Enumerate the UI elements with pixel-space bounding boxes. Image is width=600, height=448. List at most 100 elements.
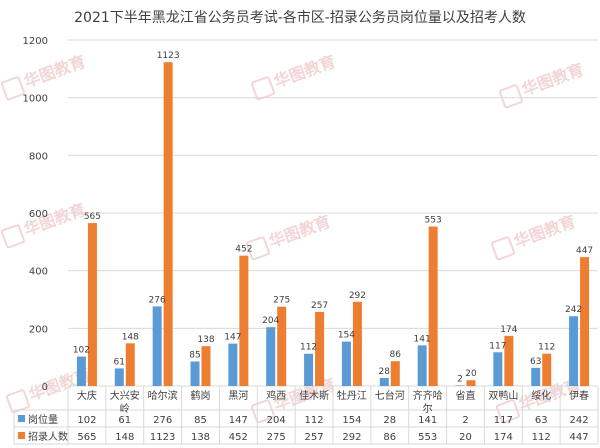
- data-label: 154: [338, 331, 355, 341]
- data-label: 138: [197, 335, 214, 345]
- bar-positions: [228, 343, 238, 386]
- data-label: 1123: [157, 51, 180, 61]
- data-label: 147: [224, 333, 241, 343]
- legend-swatch: [18, 432, 25, 439]
- bar-recruits: [352, 301, 362, 386]
- legend-swatch: [18, 415, 25, 422]
- table-cell: 1123: [150, 432, 175, 443]
- bar-positions: [417, 345, 427, 386]
- table-cell: 276: [153, 415, 172, 426]
- x-tick-label: 黑河: [228, 390, 248, 402]
- x-tick-label: 伊春: [569, 390, 589, 402]
- y-tick-label: 200: [29, 324, 48, 335]
- bar-positions: [304, 353, 314, 386]
- table-cell: 85: [194, 415, 207, 426]
- data-label: 2: [457, 374, 463, 384]
- table-cell: 63: [535, 415, 548, 426]
- data-label: 141: [414, 334, 431, 344]
- table-cell: 154: [342, 415, 361, 426]
- data-label: 174: [500, 325, 517, 335]
- table-cell: 20: [459, 432, 472, 443]
- data-label: 204: [262, 316, 279, 326]
- x-tick-label: 七台河: [375, 389, 405, 402]
- table-cell: 141: [418, 415, 437, 426]
- data-label: 86: [390, 350, 402, 360]
- x-tick-label-line: 尔: [423, 402, 433, 415]
- bar-positions: [569, 316, 579, 386]
- x-tick-label: 牡丹江: [337, 389, 367, 402]
- y-tick-label: 600: [29, 209, 48, 220]
- bar-recruits: [315, 311, 325, 386]
- bar-recruits: [201, 346, 211, 386]
- bar-positions: [152, 306, 162, 386]
- table-cell: 275: [267, 432, 286, 443]
- x-tick-label: 大庆: [77, 389, 97, 402]
- bar-recruits: [277, 306, 287, 386]
- data-label: 85: [189, 350, 200, 360]
- table-cell: 447: [570, 432, 589, 443]
- bar-positions: [493, 352, 503, 386]
- table-cell: 28: [383, 415, 396, 426]
- bar-positions: [76, 356, 86, 386]
- x-tick-label: 大兴安岭: [110, 389, 140, 415]
- bar-positions: [455, 385, 465, 386]
- table-cell: 452: [229, 432, 248, 443]
- x-tick-label: 鹤岗: [191, 389, 211, 402]
- table-cell: 117: [494, 415, 513, 426]
- data-label: 20: [465, 369, 477, 379]
- table-cell: 112: [532, 432, 551, 443]
- y-axis-ticks: 0 200 400 600 800 1000 1200: [23, 36, 48, 393]
- bar-recruits: [504, 335, 514, 386]
- table-cell: 204: [267, 415, 286, 426]
- bar-positions: [190, 361, 200, 386]
- bar-recruits: [239, 255, 249, 386]
- table-cell: 565: [77, 432, 96, 443]
- x-tick-label-line: 岭: [120, 402, 130, 415]
- bar-positions: [266, 327, 276, 386]
- data-label: 242: [565, 305, 582, 315]
- bar-recruits: [163, 62, 173, 387]
- data-label: 148: [122, 332, 139, 342]
- legend-label: 岗位量: [28, 413, 58, 426]
- table-cell: 112: [305, 415, 324, 426]
- y-tick-label: 0: [42, 382, 48, 393]
- bar-recruits: [542, 353, 552, 386]
- x-tick-label: 佳木斯: [299, 389, 329, 402]
- bar-positions: [531, 367, 541, 386]
- bar-positions: [341, 341, 351, 386]
- data-label: 452: [235, 245, 252, 255]
- x-tick-label-line: 齐齐哈: [413, 389, 443, 402]
- data-label: 553: [425, 216, 442, 226]
- table-cell: 292: [342, 432, 361, 443]
- bar-recruits: [580, 257, 590, 386]
- data-label: 28: [379, 367, 391, 377]
- x-tick-label: 省直: [456, 389, 476, 402]
- data-label: 117: [489, 341, 506, 351]
- x-tick-label-line: 大兴安: [110, 389, 140, 402]
- table-cell: 138: [191, 432, 210, 443]
- table-cell: 102: [77, 415, 96, 426]
- data-label: 276: [149, 295, 166, 305]
- bar-recruits: [87, 223, 97, 386]
- x-tick-label: 鸡西: [266, 389, 286, 402]
- data-label: 61: [114, 357, 125, 367]
- bar-recruits: [466, 380, 476, 386]
- bar-positions: [379, 377, 389, 386]
- data-label: 63: [530, 357, 541, 367]
- y-tick-label: 1000: [23, 94, 48, 105]
- bar-positions: [114, 368, 124, 386]
- y-tick-label: 800: [29, 151, 48, 162]
- table-cell: 61: [118, 415, 131, 426]
- data-label: 257: [311, 301, 328, 311]
- data-label: 292: [349, 291, 366, 301]
- legend-label: 招录人数: [28, 430, 68, 443]
- data-label: 447: [576, 246, 593, 256]
- data-label: 102: [73, 346, 90, 356]
- table-cell: 174: [494, 432, 513, 443]
- chart-title: 2021下半年黑龙江省公务员考试-各市区-招录公务员岗位量以及招考人数: [74, 9, 526, 26]
- bar-recruits: [390, 361, 400, 386]
- table-cell: 553: [418, 432, 437, 443]
- y-tick-label: 1200: [23, 36, 48, 47]
